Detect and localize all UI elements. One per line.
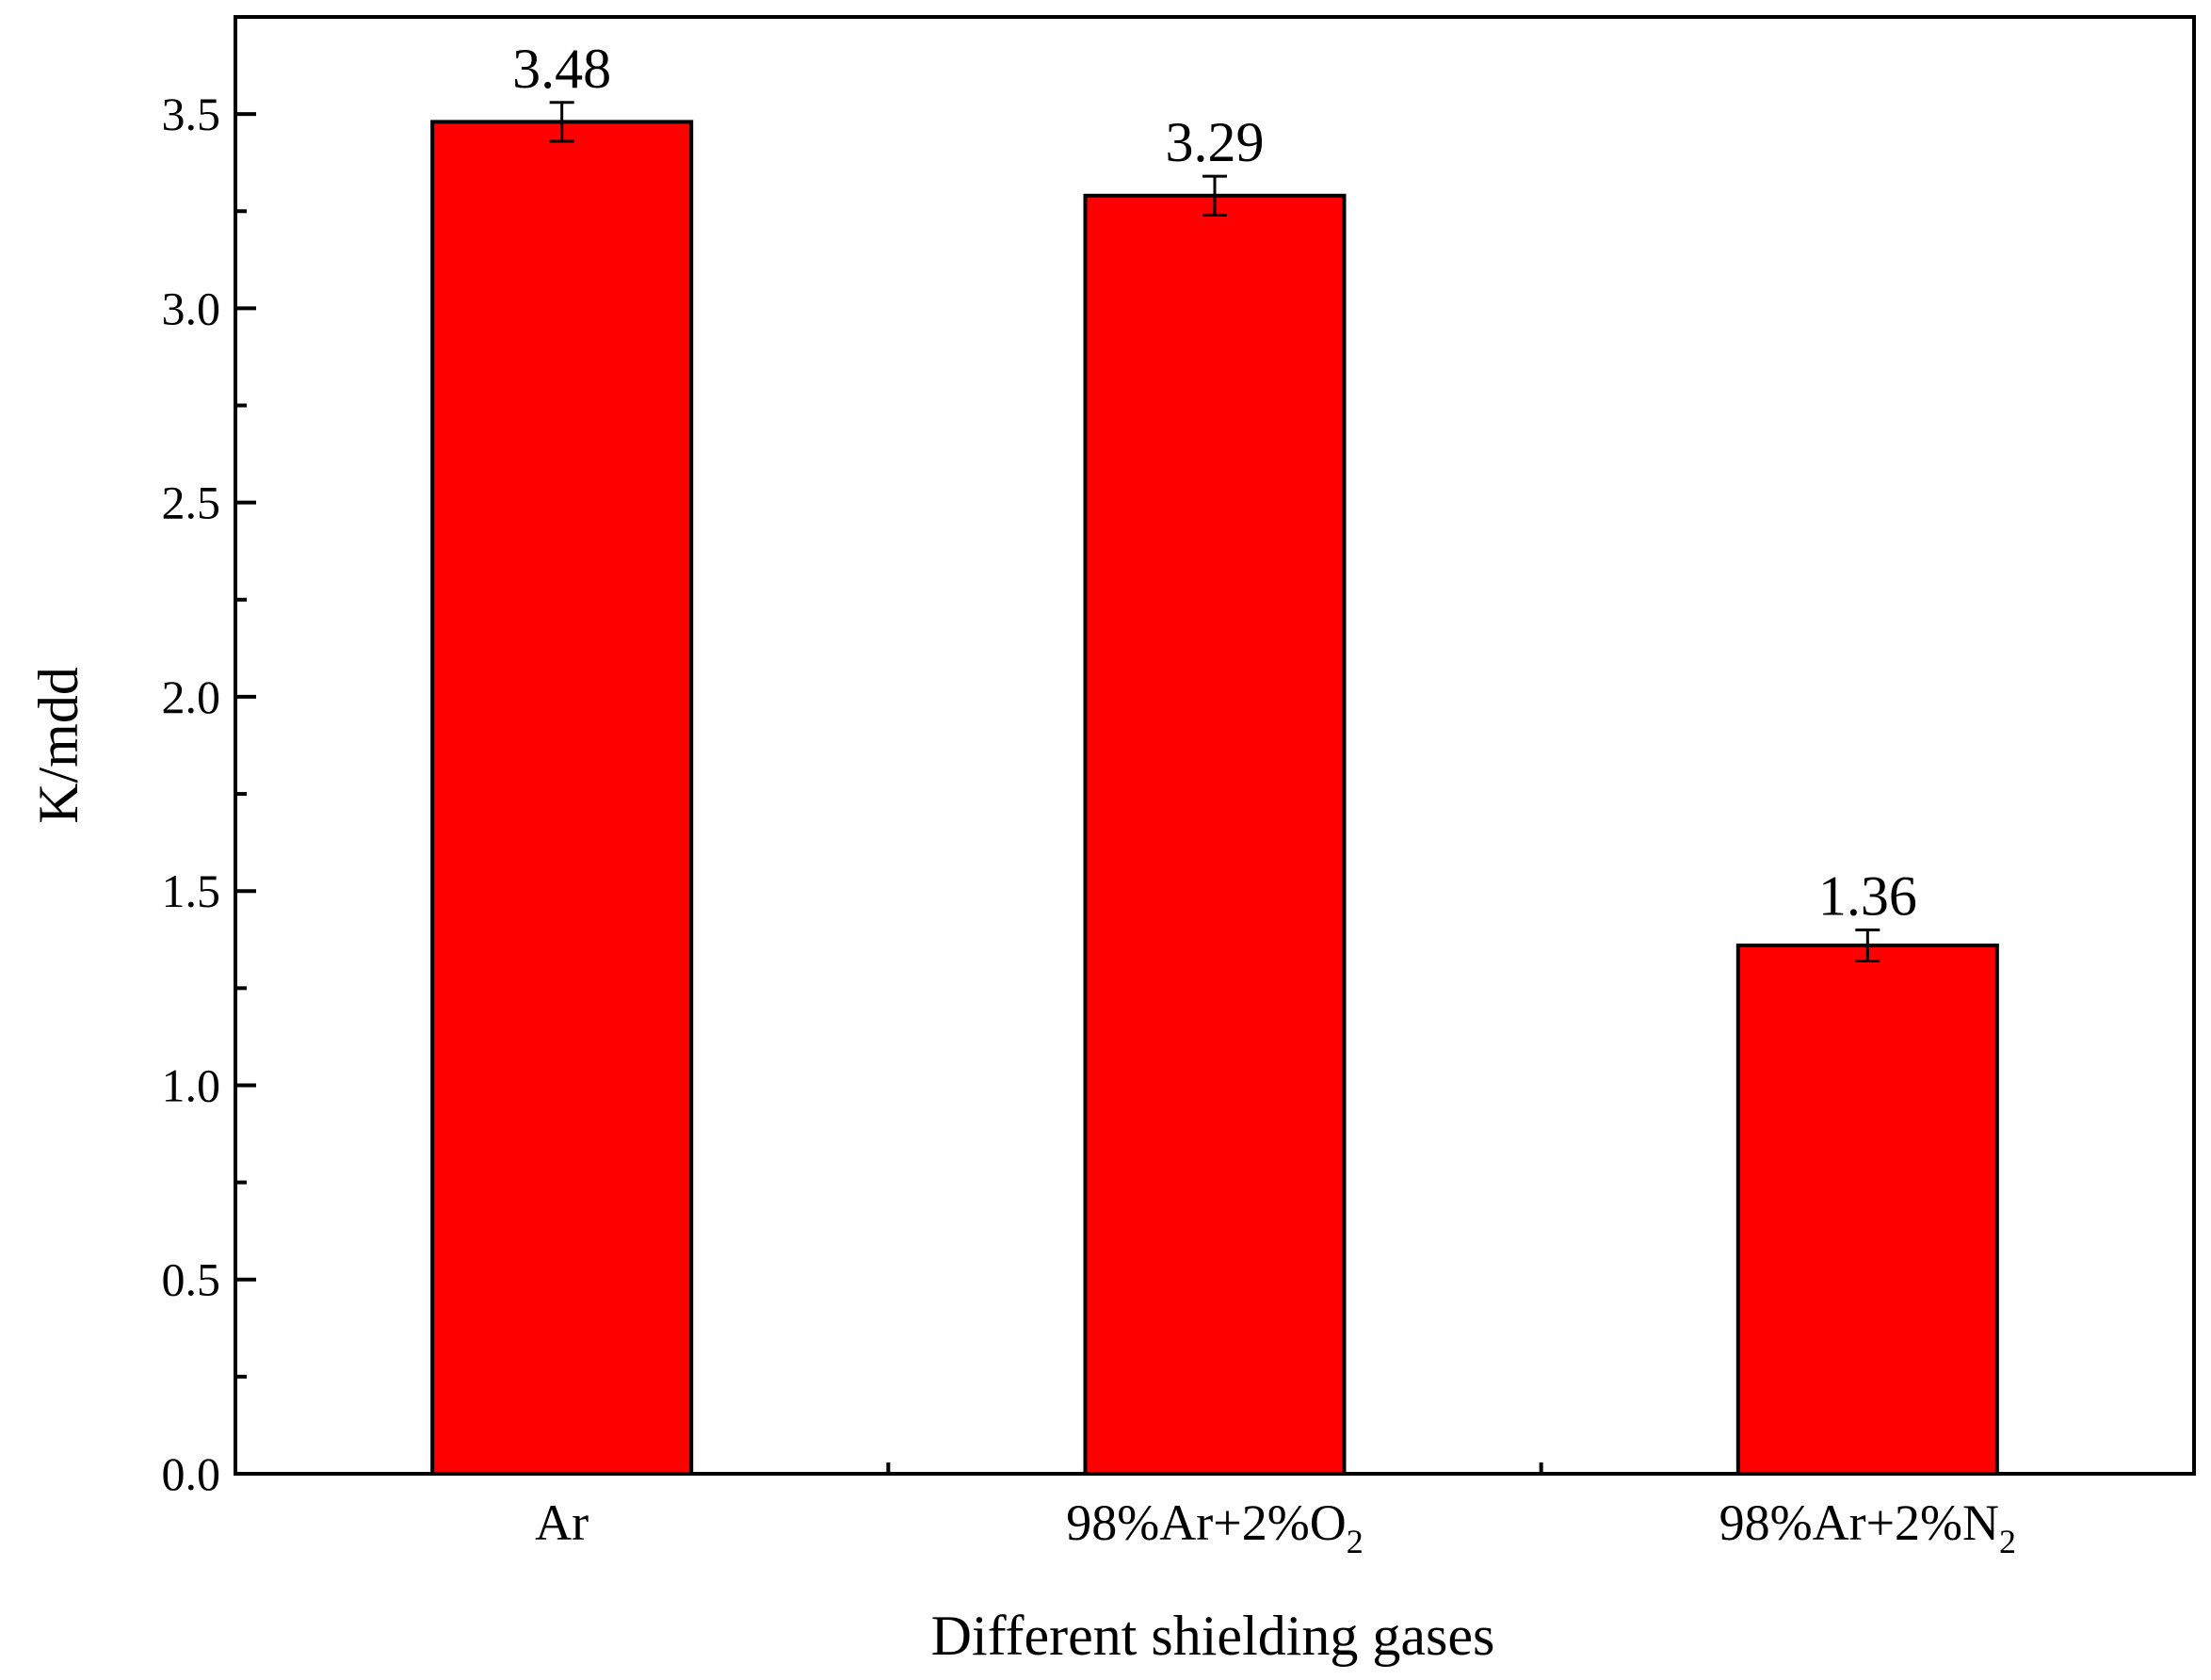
y-axis-title: K/mdd [27, 667, 89, 824]
y-tick-label: 2.5 [162, 477, 221, 529]
y-tick-label: 0.5 [162, 1253, 221, 1306]
y-tick-label: 1.5 [162, 864, 221, 917]
y-tick-label: 2.0 [162, 670, 221, 723]
bar [1735, 943, 1999, 1476]
error-bar [1202, 174, 1227, 217]
data-label: 3.48 [512, 38, 611, 100]
data-labels: 3.48 3.29 1.36 [512, 38, 1917, 928]
x-axis-title: Different shielding gases [931, 1605, 1495, 1667]
plot-frame [234, 15, 2196, 1476]
x-tick-label: 98%Ar+2%N2 [1719, 1494, 2016, 1560]
x-tick-label: Ar [535, 1494, 589, 1551]
error-bar [1855, 928, 1880, 962]
data-label: 3.29 [1166, 111, 1265, 173]
error-bar [549, 101, 574, 143]
y-axis-ticks: 0.0 0.5 1.0 1.5 2.0 2.5 3.0 3.5 [162, 15, 256, 1500]
bar [1083, 193, 1347, 1476]
bar-series [430, 120, 1999, 1476]
data-label: 1.36 [1818, 864, 1917, 927]
y-tick-label: 0.0 [162, 1447, 221, 1500]
x-tick-label: 98%Ar+2%O2 [1066, 1494, 1363, 1560]
error-bars [549, 101, 1880, 962]
bar [430, 120, 694, 1476]
category-labels: Ar 98%Ar+2%O2 98%Ar+2%N2 [535, 1494, 2016, 1560]
y-tick-label: 1.0 [162, 1058, 221, 1111]
y-tick-label: 3.5 [162, 88, 221, 140]
y-tick-label: 3.0 [162, 282, 221, 334]
